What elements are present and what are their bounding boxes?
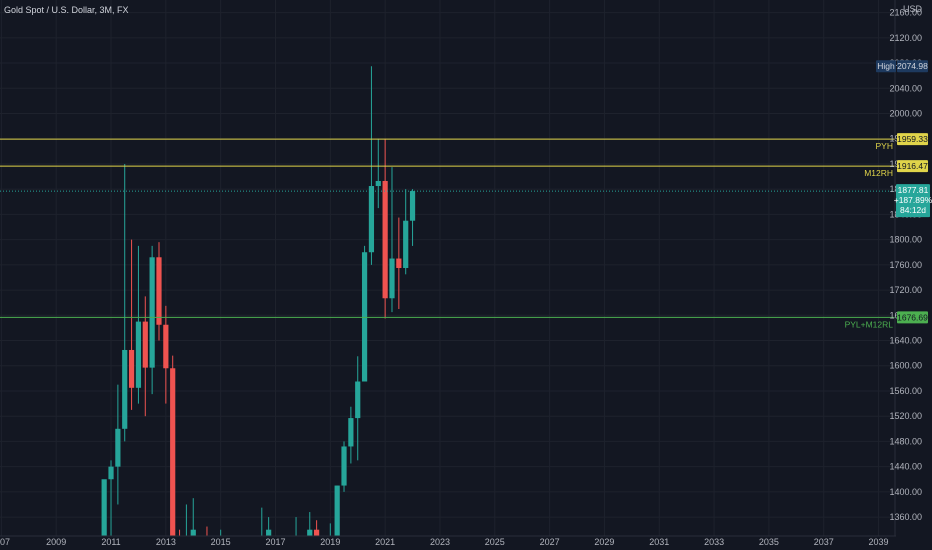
x-tick-label: 2027 <box>540 537 560 547</box>
currency-label: USD <box>903 4 923 14</box>
high-name-label: High <box>877 61 895 71</box>
candle-body <box>170 368 176 536</box>
candle-body <box>266 529 272 536</box>
level-price-tag <box>897 133 928 146</box>
candle-body <box>156 257 162 325</box>
chart-title: Gold Spot / U.S. Dollar, 3M, FX <box>4 5 129 15</box>
price-tags: 1959.33 1916.47 1676.69 1877.81+187.89%84:1… <box>876 60 932 324</box>
y-tick-label: 2160.00 <box>889 8 922 18</box>
candle-body <box>334 485 340 536</box>
candle-body <box>101 479 107 536</box>
candle-body <box>115 428 121 467</box>
current-price-label: 84:12d <box>900 205 926 215</box>
y-tick-label: 1720.00 <box>889 285 922 295</box>
level-lines: PYH M12RH PYL+M12RL <box>0 138 895 329</box>
candle-body <box>368 186 375 253</box>
candle-body <box>341 446 347 486</box>
current-price-tag <box>896 184 930 218</box>
candle-body <box>348 418 354 447</box>
candle-body <box>163 324 169 369</box>
time-axis-background[interactable] <box>0 536 896 550</box>
candle-body <box>403 220 409 268</box>
candle-body <box>409 191 416 221</box>
x-tick-label: 2031 <box>649 537 669 547</box>
candle-body <box>355 381 361 419</box>
candle-body <box>382 180 388 299</box>
level-name: PYL+M12RL <box>845 319 894 329</box>
level-price-label: 1676.69 <box>897 312 928 322</box>
y-tick-label: 1440.00 <box>889 462 922 472</box>
time-axis: 07 2009 2011 2013 2015 2017 2019 2021 2023 2025 20… <box>0 537 889 547</box>
candle-body <box>190 529 196 536</box>
x-tick-label: 2023 <box>430 537 450 547</box>
x-tick-label: 2039 <box>869 537 889 547</box>
x-tick-label: 2017 <box>265 537 285 547</box>
candle-body <box>361 252 368 382</box>
level-price-tag <box>897 311 928 324</box>
candle-body <box>122 349 128 429</box>
x-tick-label: 2015 <box>211 537 231 547</box>
x-tick-label: 2009 <box>46 537 66 547</box>
x-tick-label: 2011 <box>101 537 120 547</box>
price-axis: 1360.00 1400.00 1440.00 1480.00 1520.00 1560.… <box>889 8 922 522</box>
high-name-tag <box>876 60 896 73</box>
current-price-label: +187.89% <box>894 195 932 205</box>
y-tick-label: 1640.00 <box>889 336 922 346</box>
level-name: M12RH <box>864 168 893 178</box>
candle-body <box>375 180 381 187</box>
y-tick-label: 2000.00 <box>889 109 922 119</box>
level-name: PYH <box>876 141 893 151</box>
candle-body <box>396 258 402 268</box>
price-axis-background[interactable] <box>896 0 932 550</box>
x-tick-label: 2033 <box>704 537 724 547</box>
y-tick-label: 1360.00 <box>889 512 922 522</box>
y-tick-label: 1600.00 <box>889 361 922 371</box>
candle-body <box>128 349 135 388</box>
y-tick-label: 1760.00 <box>889 260 922 270</box>
x-tick-label: 2025 <box>485 537 505 547</box>
level-price-label: 1959.33 <box>897 134 928 144</box>
x-tick-label: 2035 <box>759 537 779 547</box>
x-tick-label: 07 <box>0 537 10 547</box>
candle-body <box>314 529 320 536</box>
level-price-tag <box>897 160 928 173</box>
y-tick-label: 1400.00 <box>889 487 922 497</box>
candle-body <box>108 466 114 480</box>
candle-body <box>149 257 155 368</box>
current-price-label: 1877.81 <box>898 185 929 195</box>
candle-body <box>307 529 313 536</box>
candle-body <box>142 321 148 368</box>
grid-lines <box>0 0 895 536</box>
high-price-label: 2074.98 <box>897 61 928 71</box>
candle-body <box>135 321 142 388</box>
x-tick-label: 2029 <box>594 537 614 547</box>
candle-body <box>389 258 395 299</box>
y-tick-label: 1560.00 <box>889 386 922 396</box>
candles <box>101 66 416 550</box>
x-tick-label: 2013 <box>156 537 176 547</box>
level-price-label: 1916.47 <box>897 161 928 171</box>
y-tick-label: 2040.00 <box>889 83 922 93</box>
x-tick-label: 2019 <box>320 537 340 547</box>
y-tick-label: 1800.00 <box>889 235 922 245</box>
x-tick-label: 2021 <box>375 537 395 547</box>
y-tick-label: 1480.00 <box>889 436 922 446</box>
y-tick-label: 1520.00 <box>889 411 922 421</box>
y-tick-label: 2120.00 <box>889 33 922 43</box>
x-tick-label: 2037 <box>814 537 834 547</box>
high-price-tag <box>897 60 928 73</box>
